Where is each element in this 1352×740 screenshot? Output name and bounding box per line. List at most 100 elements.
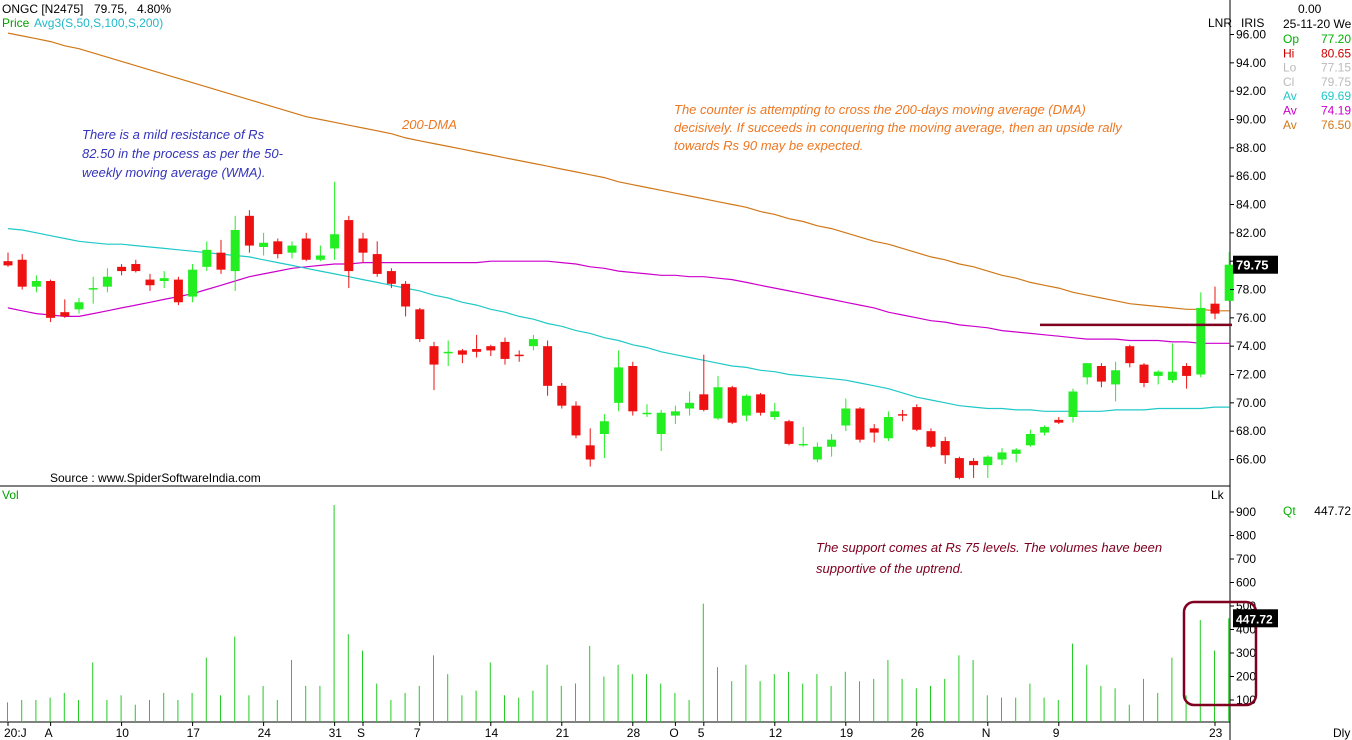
candle: [543, 340, 553, 396]
candle: [60, 299, 70, 318]
candle: [699, 354, 709, 412]
price-tick-label: 72.00: [1236, 368, 1266, 382]
price-label: 79.75,: [94, 2, 127, 16]
candle: [1224, 251, 1234, 302]
candle-body: [912, 407, 922, 430]
candle-body: [401, 283, 411, 307]
info-row-value: 76.50: [1321, 118, 1351, 132]
candle-body: [88, 288, 98, 290]
candle: [131, 259, 141, 273]
candle-body: [457, 350, 467, 355]
candle-body: [486, 346, 496, 351]
indicator-prefix: Price: [2, 16, 30, 30]
last-volume-tag: 447.72: [1236, 612, 1273, 626]
time-tick-label: N: [982, 726, 991, 740]
info-row-value: 77.15: [1321, 61, 1351, 75]
candle: [159, 271, 169, 289]
candle: [244, 210, 254, 253]
candle: [457, 349, 467, 364]
candle-body: [571, 405, 581, 436]
candle-body: [315, 255, 325, 260]
candle: [3, 252, 13, 267]
candle: [472, 334, 482, 358]
info-row-value: 74.19: [1321, 104, 1351, 118]
candle: [898, 409, 908, 422]
candle-body: [1096, 366, 1106, 382]
resistance-note-line2: 82.50 in the process as per the 50-: [82, 146, 284, 161]
price-tick-label: 76.00: [1236, 311, 1266, 325]
top-value: 0.00: [1298, 2, 1322, 16]
candle-body: [1025, 434, 1035, 446]
candle-body: [954, 458, 964, 478]
candle-body: [614, 367, 624, 403]
candle-body: [812, 446, 822, 460]
candle: [74, 298, 84, 314]
candle-body: [188, 269, 198, 297]
candle-body: [159, 278, 169, 281]
candle-body: [883, 417, 893, 439]
candle-body: [17, 259, 27, 287]
moving-averages: [7, 32, 1230, 412]
info-row-value: 79.75: [1321, 75, 1351, 89]
volume-bars: [7, 504, 1230, 722]
candle-body: [273, 241, 283, 255]
candle: [273, 238, 283, 259]
candle-body: [1040, 426, 1050, 433]
info-row-value: 80.65: [1321, 46, 1351, 60]
candle: [528, 334, 538, 351]
time-tick-label: 21: [556, 726, 570, 740]
candle-body: [287, 245, 297, 253]
price-tick-label: 92.00: [1236, 84, 1266, 98]
price-tick-label: 86.00: [1236, 169, 1266, 183]
candle: [46, 279, 56, 323]
candle: [415, 307, 425, 342]
candle: [486, 344, 496, 357]
price-tick-label: 68.00: [1236, 424, 1266, 438]
candle-body: [443, 351, 453, 354]
candle-body: [628, 366, 638, 412]
candle: [557, 383, 567, 409]
time-tick-label: 20:J: [4, 726, 27, 740]
dma-note-line1: The counter is attempting to cross the 2…: [674, 102, 1086, 117]
candle: [827, 434, 837, 457]
candle-body: [301, 238, 311, 260]
candle: [997, 448, 1007, 466]
candle-body: [926, 431, 936, 447]
candle: [330, 181, 340, 260]
price-tick-label: 90.00: [1236, 113, 1266, 127]
candle-body: [557, 385, 567, 406]
last-price-tag: 79.75: [1236, 258, 1269, 273]
candle-body: [1210, 303, 1220, 314]
iris-tag[interactable]: IRIS: [1241, 16, 1264, 30]
candle-body: [1224, 264, 1234, 301]
candle: [954, 456, 964, 480]
info-row-label: Cl: [1283, 75, 1294, 89]
last-volume-tag-box: [1233, 609, 1278, 628]
info-rows: Op 77.20 Hi 80.65 Lo 77.15 Cl 79.75 Av 69.69 Av 74.…: [1283, 32, 1351, 132]
candle: [259, 232, 269, 256]
candle-body: [386, 271, 396, 284]
volume-tick-label: 700: [1236, 552, 1256, 566]
candle: [117, 264, 127, 276]
time-tick-label: 9: [1053, 726, 1060, 740]
volume-tick-label: 900: [1236, 505, 1256, 519]
candle: [301, 232, 311, 262]
info-row-label: Lo: [1283, 61, 1297, 75]
candle-body: [31, 281, 41, 287]
candle: [202, 241, 212, 272]
candle: [1167, 343, 1177, 383]
candle: [17, 254, 27, 290]
candle-body: [514, 354, 524, 357]
candle-body: [1068, 391, 1078, 417]
candle-body: [372, 254, 382, 274]
ma50-line: [7, 228, 1230, 412]
candle: [784, 419, 794, 446]
candle: [1096, 363, 1106, 388]
lnr-tag[interactable]: LNR: [1208, 16, 1232, 30]
price-tick-label: 74.00: [1236, 339, 1266, 353]
support-note-line1: The support comes at Rs 75 levels. The v…: [816, 540, 1162, 555]
candle-body: [585, 445, 595, 460]
candles: [3, 181, 1234, 480]
candle: [869, 424, 879, 443]
candle-body: [940, 441, 950, 456]
